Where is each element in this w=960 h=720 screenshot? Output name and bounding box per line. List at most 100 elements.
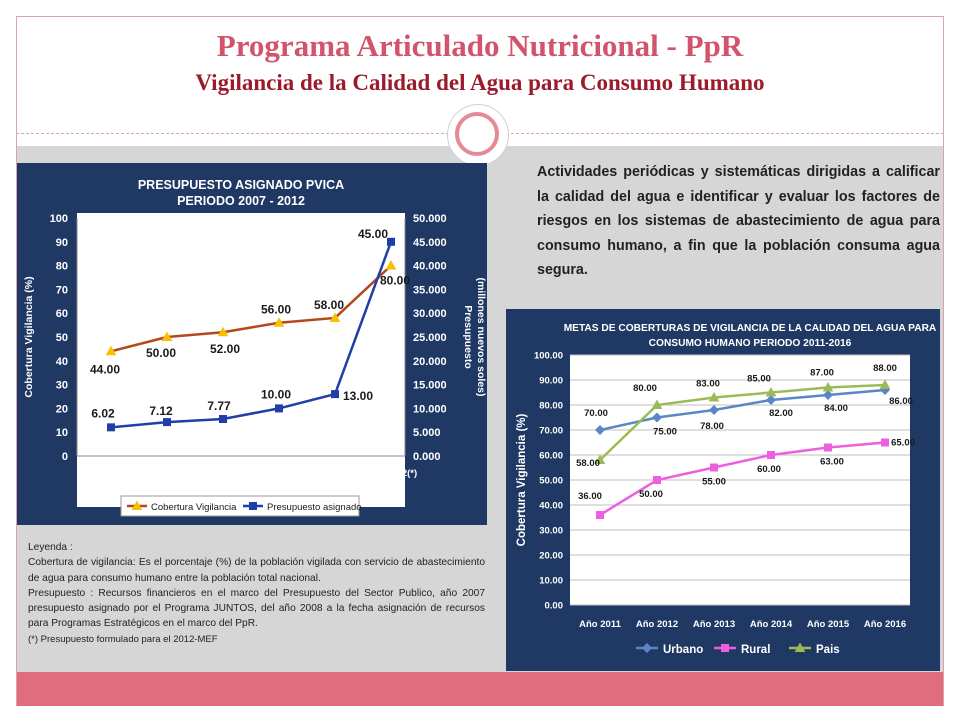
y2-tick-label: 30.000 — [413, 308, 447, 320]
point-rural — [653, 476, 661, 484]
x-tick-label: Año 2013 — [693, 619, 735, 630]
data-label-rural: 60.00 — [757, 464, 781, 475]
data-label-presupuesto: 6.02 — [91, 406, 115, 420]
data-label-cobertura: 56.00 — [261, 303, 291, 317]
legend-budget: Presupuesto : Recursos financieros en el… — [28, 587, 485, 630]
point-cobertura — [105, 345, 117, 356]
series-line-pais — [599, 383, 886, 461]
y-tick-label: 100.00 — [534, 351, 563, 362]
point-rural — [767, 451, 775, 459]
data-label-cobertura: 44.00 — [90, 362, 120, 376]
x-tick-label: Año 2014 — [750, 619, 793, 630]
data-label-cobertura: 58.00 — [314, 298, 344, 312]
point-rural — [710, 463, 718, 472]
legend-marker-rural — [721, 644, 729, 652]
data-label-rural: 65.00 — [891, 438, 915, 449]
legend-box — [120, 495, 360, 517]
point-cobertura — [273, 317, 285, 327]
data-label-presupuesto: 13.00 — [343, 389, 373, 403]
y-tick-label: 70 — [56, 284, 68, 296]
y2-tick-label: 25.000 — [413, 332, 447, 344]
point-rural — [824, 443, 832, 452]
y-tick-label: 50.00 — [539, 476, 563, 487]
budget-chart: PRESUPUESTO ASIGNADO PVICA PERIODO 2007 -… — [17, 163, 487, 525]
point-pais — [708, 391, 720, 402]
x-tick-label: Año 2015 — [807, 619, 850, 630]
legend-coverage: Cobertura de vigilancia: Es el porcentaj… — [28, 557, 485, 584]
data-label-rural: 63.00 — [820, 457, 844, 468]
y2-tick-label: 0.000 — [413, 451, 441, 463]
description-text: Actividades periódicas y sistemáticas di… — [537, 164, 940, 279]
data-label-rural: 50.00 — [639, 489, 663, 500]
chart-title: METAS DE COBERTURAS DE VIGILANCIA DE LA … — [564, 323, 937, 334]
y2-tick-label: 10.000 — [413, 403, 447, 415]
point-urbano — [823, 390, 833, 400]
x-tick-label: Año 2012 — [636, 619, 678, 630]
legend-marker-cobertura — [131, 500, 143, 510]
legend-marker-pais — [794, 642, 806, 652]
point-presupuesto — [163, 418, 171, 427]
point-pais — [594, 454, 606, 464]
y-axis-title: Cobertura Vigilancia (%) — [23, 276, 35, 397]
point-pais — [879, 379, 891, 389]
legend-marker-urbano — [642, 643, 652, 653]
y2-tick-label: 20.000 — [413, 356, 447, 368]
series-line-cobertura — [110, 264, 392, 353]
y-tick-label: 10 — [56, 427, 68, 439]
data-label-presupuesto: 7.12 — [149, 404, 173, 418]
point-pais — [822, 381, 834, 392]
data-label-rural: 55.00 — [702, 477, 726, 488]
y-tick-label: 90.00 — [539, 376, 563, 387]
legend-label-pais: Pais — [816, 644, 840, 656]
y-tick-label: 40.00 — [539, 501, 563, 512]
point-cobertura — [161, 331, 173, 341]
data-label-pais: 80.00 — [633, 383, 657, 394]
data-label-presupuesto: 7.77 — [207, 399, 231, 413]
chart-subtitle: CONSUMO HUMANO PERIODO 2011-2016 — [649, 338, 852, 349]
y-tick-label: 90 — [56, 237, 68, 249]
point-cobertura — [385, 260, 397, 270]
point-presupuesto — [331, 390, 339, 399]
point-presupuesto — [107, 423, 115, 432]
x-tick-label: Año 2011 — [579, 619, 621, 630]
point-urbano — [709, 405, 719, 415]
y2-tick-label: 50.000 — [413, 213, 447, 225]
coverage-goals-chart: METAS DE COBERTURAS DE VIGILANCIA DE LA … — [506, 309, 940, 671]
data-label-presupuesto: 10.00 — [261, 387, 291, 401]
plot-background — [77, 213, 405, 507]
x-tick-label: Año 2007 — [90, 468, 132, 479]
data-label-pais: 83.00 — [696, 379, 720, 390]
x-tick-label: Año 2010 — [258, 468, 300, 479]
y2-tick-label: 40.000 — [413, 261, 447, 273]
slide-subtitle: Vigilancia de la Calidad del Agua para C… — [195, 70, 765, 95]
y2-axis-title: Presupuesto — [462, 305, 474, 369]
y-tick-label: 60 — [56, 308, 68, 320]
point-urbano — [652, 412, 662, 423]
point-urbano — [595, 425, 605, 435]
data-label-cobertura: 80.00 — [380, 274, 410, 288]
legend-note: (*) Presupuesto formulado para el 2012-M… — [28, 633, 218, 645]
x-tick-label: Año 2011 — [314, 468, 356, 479]
y-axis-title: Cobertura Vigilancia (%) — [516, 413, 528, 546]
point-presupuesto — [275, 404, 283, 413]
legend-label-rural: Rural — [741, 644, 770, 656]
chart-title: PRESUPUESTO ASIGNADO PVICA — [138, 178, 344, 192]
ornament-ring — [455, 112, 499, 156]
y-tick-label: 50 — [56, 332, 68, 344]
y2-tick-label: 15.000 — [413, 380, 447, 392]
legend-heading: Leyenda : — [28, 542, 73, 553]
data-label-cobertura: 50.00 — [146, 346, 176, 360]
point-presupuesto — [387, 237, 395, 246]
data-label-urbano: 82.00 — [769, 408, 793, 419]
y-tick-label: 80.00 — [539, 401, 563, 412]
point-rural — [881, 438, 889, 447]
y-tick-label: 70.00 — [539, 426, 563, 437]
y-tick-label: 20 — [56, 403, 68, 415]
data-label-urbano: 84.00 — [824, 403, 848, 414]
data-label-urbano: 70.00 — [584, 408, 608, 419]
point-presupuesto — [219, 415, 227, 424]
point-urbano — [766, 395, 776, 405]
point-cobertura — [329, 312, 341, 322]
y-tick-label: 80 — [56, 261, 68, 273]
data-label-rural: 36.00 — [578, 491, 602, 502]
